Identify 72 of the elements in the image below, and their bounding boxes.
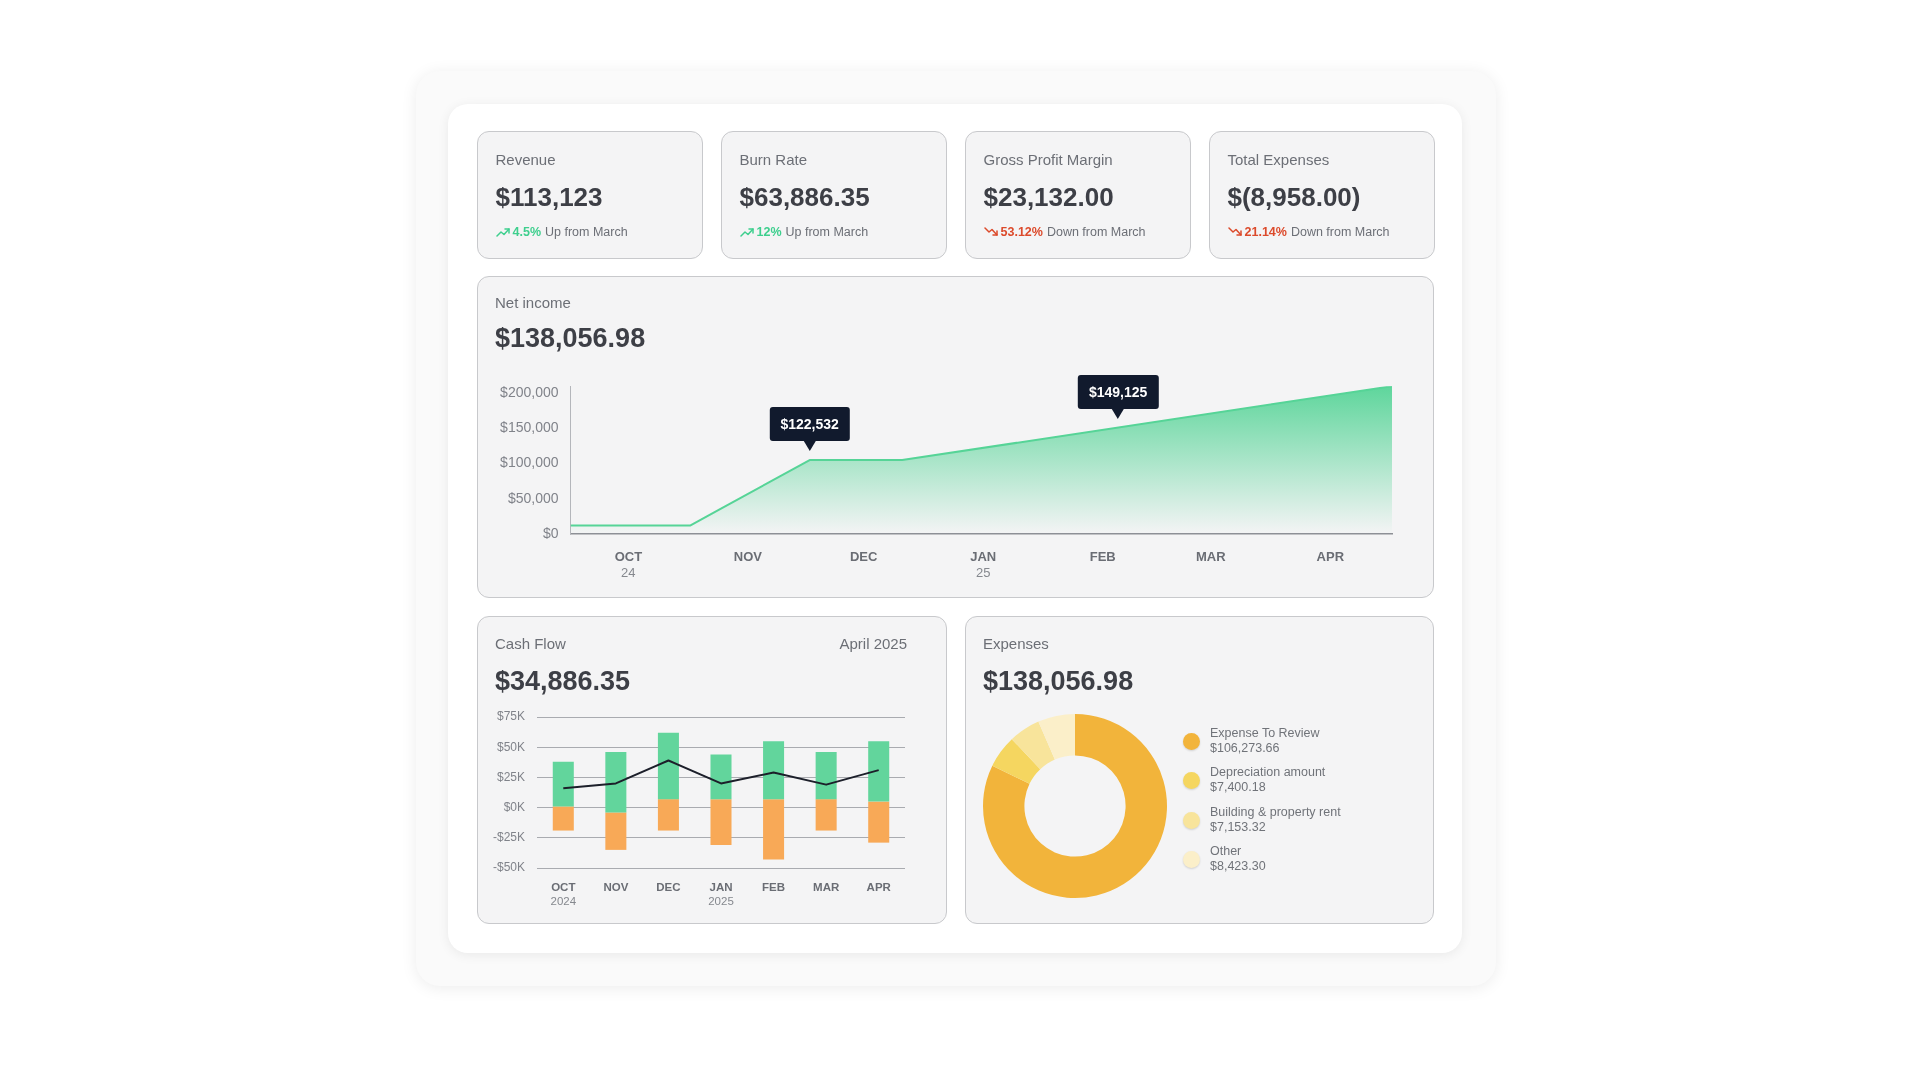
bar [815,799,837,831]
bar [605,752,627,813]
data-label: 53.12% [1000,224,1043,239]
bar [552,806,574,831]
x-tick-label: JAN 2025 [708,881,734,908]
text: Down from March [1046,224,1146,239]
y-tick-label: $50,000 [507,489,559,506]
chart-subtitle: $138,056.98 [495,322,646,353]
legend-label: Building & property rent [1210,804,1341,820]
bar [815,752,837,800]
text: Up from March [545,224,628,239]
x-tick-label: OCT 24 [614,548,643,580]
y-tick-label: $25K [496,769,525,784]
x-tick-label: APR [866,881,892,894]
bar [763,741,785,800]
chart-subtitle: $138,056.98 [983,665,1134,697]
category-label: Burn Rate [739,150,808,169]
data-label: 12% [756,224,782,239]
x-tick-label: NOV [733,548,763,564]
x-tick-label: NOV [603,881,629,894]
legend-label: Expense To Review [1210,726,1320,741]
text: $63,886.35 [739,181,870,212]
data-label: $7,153.32 [1210,819,1266,835]
x-tick-label: MAR [813,881,840,894]
y-tick-label: $0K [503,799,525,814]
category-label: Total Expenses [1227,150,1330,169]
data-label: $7,400.18 [1210,780,1266,796]
y-tick-label: $100,000 [500,454,559,471]
text: Down from March [1290,224,1390,239]
data-label: 21.14% [1244,224,1287,239]
annotation: $122,532 [769,407,850,442]
y-tick-label: $150,000 [500,419,559,436]
text: Up from March [785,224,869,239]
y-tick-label: $200,000 [500,384,559,401]
data-label: 4.5% [512,224,541,239]
bar [868,741,890,802]
chart-title: Cash Flow [495,635,566,653]
y-tick-label: $50K [496,739,525,754]
chart-title: Expenses [983,635,1049,653]
x-tick-label: FEB [1089,548,1116,564]
bar [710,754,732,800]
y-tick-label: -$25K [492,830,525,845]
bar [605,812,627,850]
legend-label: Other [1210,843,1242,859]
bar [868,801,890,843]
x-tick-label: DEC [849,548,878,564]
bar [552,761,574,807]
y-tick-label: $75K [496,709,525,724]
text: April 2025 [839,635,907,653]
bar [710,799,732,846]
x-tick-label: DEC [656,881,681,894]
text: $113,123 [495,181,603,212]
legend-label: Depreciation amount [1210,765,1326,781]
x-tick-label: APR [1316,548,1345,564]
chart-title: Net income [495,293,571,311]
x-tick-label: FEB [762,881,786,894]
x-tick-label: MAR [1195,548,1227,564]
y-tick-label: -$50K [492,860,525,875]
category-label: Gross Profit Margin [983,150,1113,169]
bar [763,799,785,860]
category-label: Revenue [495,150,556,169]
text: $23,132.00 [983,181,1114,212]
data-label: $8,423.30 [1210,858,1266,874]
bar [657,799,679,831]
y-tick-label: $0 [542,524,559,541]
text: $(8,958.00) [1227,181,1361,212]
x-tick-label: OCT 2024 [550,881,577,908]
annotation: $149,125 [1077,374,1159,409]
x-tick-label: JAN 25 [970,548,997,580]
data-label: $106,273.66 [1210,741,1280,756]
bar [657,732,679,800]
chart-subtitle: $34,886.35 [495,665,631,697]
